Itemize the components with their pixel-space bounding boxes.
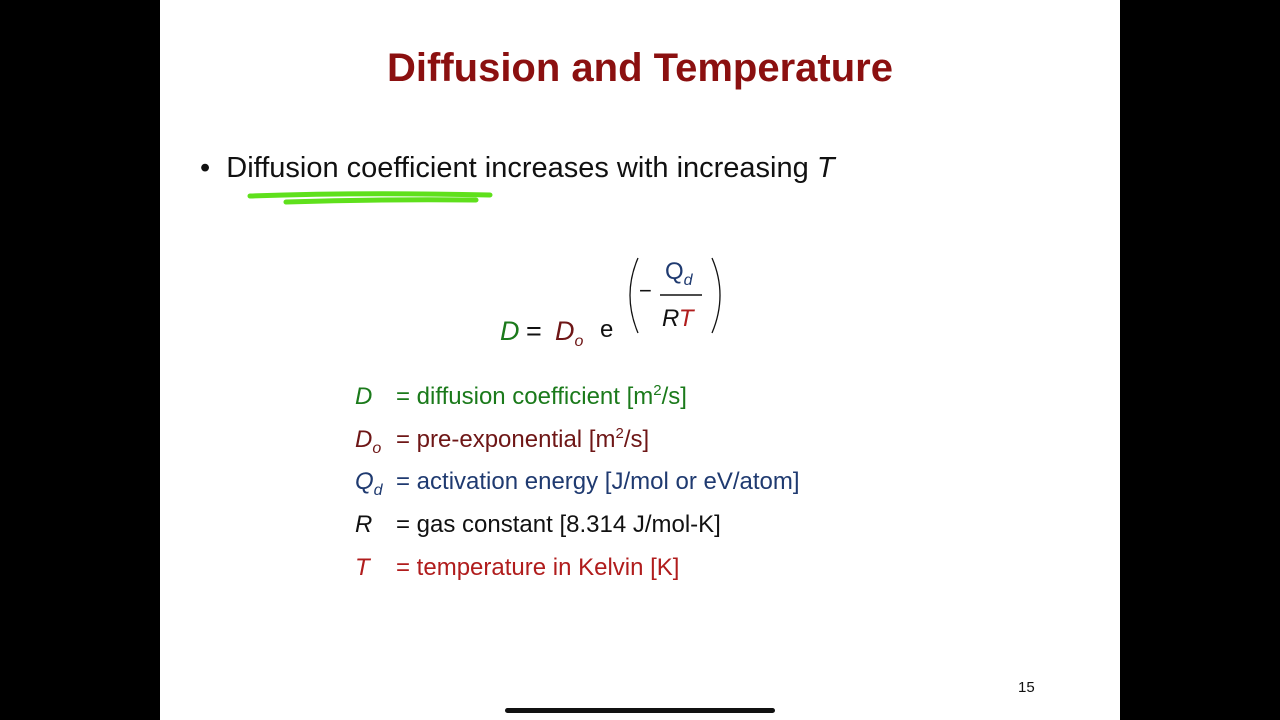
symbol: Q	[355, 467, 374, 495]
numerator-sub: d	[683, 272, 693, 289]
symbol-sub: d	[373, 481, 383, 499]
slide: Diffusion and Temperature • Diffusion co…	[160, 0, 1120, 720]
title: Diffusion and Temperature	[387, 46, 893, 90]
definition-text: = temperature in Kelvin [K]	[396, 554, 680, 582]
definition-text-end: /s]	[623, 426, 650, 454]
left-paren	[629, 257, 639, 334]
definition-symbol: D	[355, 385, 396, 409]
eq-prefactor: Do	[555, 318, 583, 350]
prefactor-sub: o	[574, 333, 584, 350]
symbol: R	[355, 510, 373, 538]
denominator-t: T	[678, 305, 694, 332]
symbol-sub: o	[372, 440, 382, 458]
eq-numerator: Qd	[665, 260, 693, 289]
definition-text: = activation energy [J/mol or eV/atom]	[396, 467, 800, 495]
page-number: 15	[1018, 679, 1035, 696]
bullet-text: increases with increasing	[484, 152, 809, 184]
definition-text-end: /s]	[661, 383, 687, 410]
highlight-stroke	[247, 191, 493, 205]
symbol: D	[355, 383, 373, 410]
definition-row: R = gas constant [8.314 J/mol-K]	[355, 510, 721, 538]
definition-symbol: Do	[355, 428, 396, 457]
definition-row: D = diffusion coefficient [m2/s]	[355, 383, 687, 409]
eq-minus: −	[639, 278, 652, 303]
annotations	[247, 191, 721, 334]
denominator-r: R	[662, 305, 679, 332]
eq-equals: =	[526, 316, 542, 346]
definition-row: T = temperature in Kelvin [K]	[355, 556, 679, 580]
bullet-variable: T	[816, 152, 835, 184]
definition-symbol: T	[355, 556, 396, 580]
definition-sup: 2	[653, 382, 662, 399]
eq-lhs: D	[500, 316, 520, 346]
numerator-symbol: Q	[665, 258, 684, 285]
definition-text: = diffusion coefficient [m	[396, 383, 654, 410]
highlight-text: Diffusion coefficient	[226, 152, 477, 184]
prefactor-symbol: D	[555, 316, 575, 346]
home-indicator	[505, 708, 775, 713]
definition-symbol: R	[355, 510, 396, 538]
definition-text: = gas constant [8.314 J/mol-K]	[396, 510, 721, 538]
definition-row: Qd = activation energy [J/mol or eV/atom]	[355, 467, 800, 499]
definition-sup: 2	[615, 425, 624, 443]
symbol: T	[355, 554, 370, 582]
definition-symbol: Qd	[355, 467, 396, 499]
bullet: • Diffusion coefficient increases with i…	[200, 152, 835, 184]
eq-denominator: RT	[662, 307, 694, 331]
definition-text: = pre-exponential [m	[396, 426, 616, 454]
symbol: D	[355, 426, 373, 454]
definition-row: Do = pre-exponential [m2/s]	[355, 426, 649, 457]
eq-base: e	[600, 316, 614, 343]
right-paren	[711, 257, 721, 334]
